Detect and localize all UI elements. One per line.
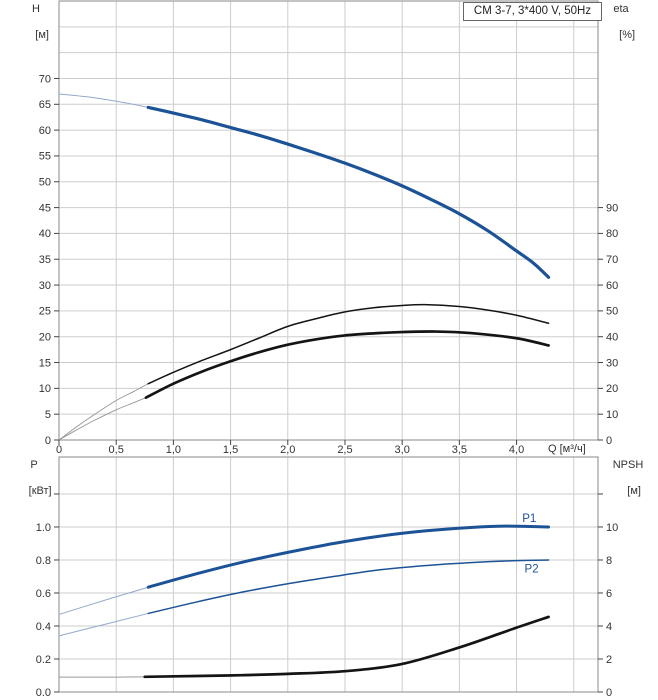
h-axis-title: H [32,3,40,15]
q-axis-label: Q [м³/ч] [548,443,586,455]
tick-label-right: 0 [606,435,612,447]
tick-label-left: 30 [39,280,51,292]
npsh-axis-title: NPSH [612,459,644,471]
tick-label-bottom: 2,5 [337,444,352,456]
tick-label-right: 90 [606,202,618,214]
tick-label-bottom: 0,5 [109,444,124,456]
tick-label-left: 70 [39,73,51,85]
tick-label-left: 65 [39,99,51,111]
p1-curve-thick [146,524,551,589]
p1-curve-thin [58,586,149,615]
tick-label-left: 40 [39,228,51,240]
tick-label-right: 0 [606,687,612,699]
p2-curve-thin [58,612,149,637]
h-axis-unit: [м] [35,29,49,41]
tick-label-right: 40 [606,332,618,344]
plot-frame [58,0,599,441]
eta-pump-curve-thin [58,383,149,441]
power-npsh-chart: P1 P2 0.0 0.2 0.4 0.6 0.8 1.0 0 2 4 6 8 10 [36,456,618,699]
tick-label-right: 80 [606,228,618,240]
top-right-axis-label: eta [%] [605,3,637,55]
top-left-axis-label: H [м] [22,3,50,55]
plot-frame [58,456,599,693]
tick-label-right: 10 [606,522,618,534]
tick-label-right: 2 [606,654,612,666]
tick-label-right: 4 [606,621,612,633]
eta-pump-motor-curve-thin [58,397,147,441]
tick-label-left: 50 [39,177,51,189]
tick-label-right: 60 [606,280,618,292]
p1-curve-label: P1 [522,513,536,525]
tick-label-bottom: 4,0 [509,444,524,456]
tick-label-left: 1.0 [36,522,51,534]
tick-label-bottom: 2,0 [280,444,295,456]
p-axis-unit: [кВт] [28,485,52,497]
tick-label-left: 0.8 [36,555,51,567]
tick-label-left: 60 [39,125,51,137]
tick-label-bottom: 3,5 [452,444,467,456]
head-curve-thin [58,93,149,108]
eta-pump-curve-thick [147,303,550,385]
npsh-axis-unit: [м] [627,485,641,497]
pump-model-title-box: CM 3-7, 3*400 V, 50Hz [463,2,602,21]
tick-label-left: 0.0 [36,687,51,699]
tick-label-right: 20 [606,383,618,395]
bottom-right-axis-label: NPSH [м] [604,459,652,511]
tick-label-left: 15 [39,357,51,369]
tick-label-left: 25 [39,306,51,318]
tick-label-bottom: 0 [56,444,62,456]
tick-label-left: 0 [45,435,51,447]
tick-label-right: 10 [606,409,618,421]
tick-label-left: 0.6 [36,588,51,600]
eta-axis-title: eta [613,3,629,15]
tick-label-bottom: 1,5 [223,444,238,456]
tick-label-right: 50 [606,306,618,318]
tick-label-left: 0.2 [36,654,51,666]
tick-label-left: 55 [39,151,51,163]
npsh-curve-thick [143,615,550,679]
tick-label-left: 35 [39,254,51,266]
tick-label-bottom: 3,0 [395,444,410,456]
tick-label-left: 5 [45,409,51,421]
head-curve-thick [146,105,551,279]
p2-curve-label: P2 [525,563,539,575]
tick-label-bottom: 1,0 [166,444,181,456]
eta-pump-motor-curve-thick [144,330,550,399]
tick-label-right: 8 [606,555,612,567]
tick-label-right: 30 [606,357,618,369]
tick-label-right: 6 [606,588,612,600]
tick-label-right: 70 [606,254,618,266]
tick-label-left: 10 [39,383,51,395]
tick-label-left: 45 [39,202,51,214]
tick-label-left: 0.4 [36,621,51,633]
qh-eta-chart: 0 5 10 15 20 25 30 35 40 45 50 55 60 65 70 0 10 20 30 40 50 6… [39,0,618,456]
tick-label-left: 20 [39,332,51,344]
eta-axis-unit: [%] [619,29,636,41]
bottom-left-axis-label: P [кВт] [15,459,53,511]
p-axis-title: P [30,459,38,471]
p2-curve-thick [147,559,550,615]
